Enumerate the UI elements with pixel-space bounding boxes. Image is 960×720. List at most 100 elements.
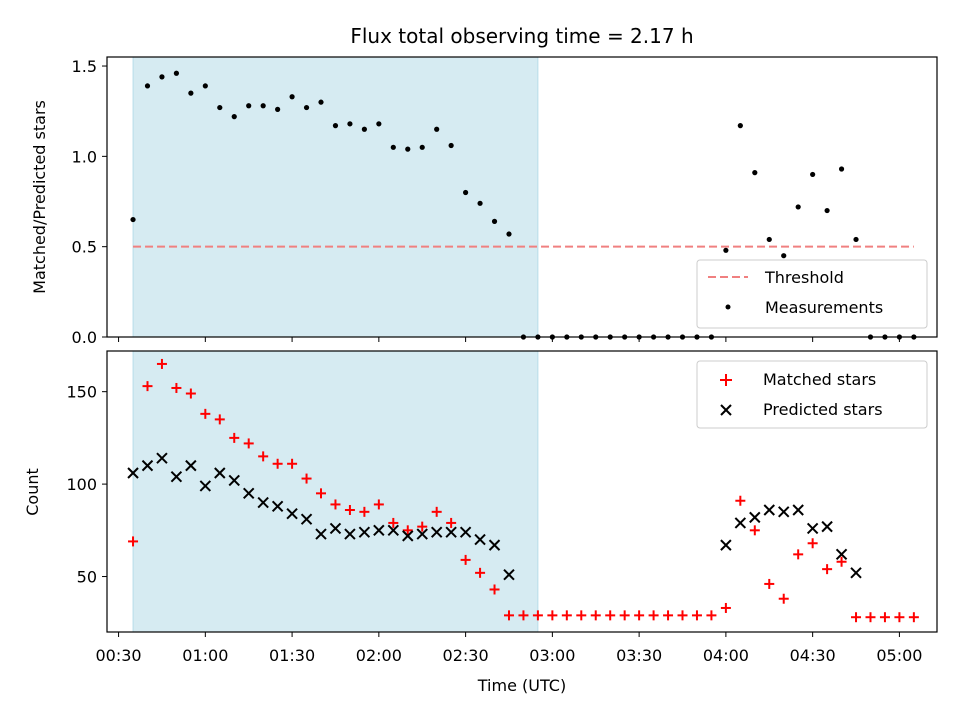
- predicted-star-point: [821, 520, 833, 533]
- predicted-star-point: [228, 474, 240, 487]
- chart-title: Flux total observing time = 2.17 h: [350, 24, 693, 48]
- matched-star-point: [908, 612, 919, 623]
- matched-star-point: [547, 610, 558, 621]
- measurement-point: [405, 146, 411, 152]
- matched-star-point: [518, 610, 529, 621]
- predicted-star-point: [503, 568, 515, 581]
- measurement-point: [260, 103, 266, 109]
- matched-star-point: [417, 521, 428, 532]
- x-tick-label: 00:30: [96, 646, 142, 665]
- measurement-point: [838, 166, 845, 172]
- matched-star-point: [142, 381, 153, 392]
- predicted-star-point: [430, 526, 443, 538]
- measurement-point: [434, 126, 440, 132]
- measurement-point: [130, 216, 136, 223]
- predicted-star-point: [835, 548, 848, 561]
- top-legend-box: [696, 259, 928, 329]
- measurement-point: [318, 99, 324, 105]
- matched-star-point: [156, 358, 167, 369]
- predicted-star-point: [749, 511, 761, 524]
- predicted-star-point: [445, 526, 457, 538]
- predicted-star-point: [402, 530, 414, 542]
- legend-measurements-swatch: [725, 304, 731, 310]
- x-tick-label: 02:00: [356, 646, 402, 665]
- bottom-y-tick-label: 100: [66, 475, 97, 494]
- matched-star-point: [735, 495, 746, 506]
- x-tick-label: 02:30: [443, 646, 489, 665]
- matched-star-point: [691, 610, 702, 621]
- measurement-point: [173, 70, 180, 76]
- bottom-y-tick-label: 50: [77, 568, 97, 587]
- top-panel: 0.0 0.5 1.0 1.5 Matched/Predicted stars Thr…: [30, 56, 938, 347]
- measurement-point: [463, 189, 469, 196]
- matched-star-point: [865, 612, 876, 623]
- predicted-star-point: [141, 459, 154, 472]
- top-y-tick-label: 1.0: [72, 147, 97, 166]
- predicted-star-point: [127, 467, 139, 479]
- measurement-point: [477, 200, 483, 206]
- bottom-legend: Matched stars Predicted stars: [696, 360, 928, 429]
- predicted-star-point: [185, 459, 197, 472]
- matched-star-point: [851, 612, 862, 623]
- predicted-star-point: [459, 526, 472, 538]
- matched-star-point: [720, 602, 731, 613]
- predicted-star-point: [243, 487, 255, 500]
- matched-star-point: [576, 610, 587, 621]
- top-legend: Threshold Measurements: [696, 259, 928, 329]
- measurement-point: [737, 123, 743, 129]
- predicted-star-point: [344, 528, 356, 540]
- matched-star-point: [446, 517, 457, 528]
- predicted-star-point: [329, 522, 342, 535]
- matched-star-point: [185, 388, 196, 399]
- matched-star-point: [301, 473, 312, 484]
- measurement-point: [419, 144, 425, 150]
- matched-star-point: [778, 593, 789, 604]
- matched-star-point: [749, 525, 760, 536]
- predicted-star-point: [257, 496, 269, 509]
- predicted-star-point: [416, 528, 428, 540]
- bottom-axes: 50 100 150 00:30 01:00 01:30 02:00 02:30 03:00 03…: [66, 383, 922, 665]
- bottom-marks: [127, 358, 919, 623]
- measurement-point: [390, 144, 396, 150]
- measurement-point: [723, 247, 729, 253]
- matched-star-point: [489, 584, 500, 595]
- matched-star-point: [836, 556, 847, 567]
- matched-star-point: [561, 610, 572, 621]
- predicted-star-point: [170, 471, 183, 483]
- matched-star-point: [894, 612, 905, 623]
- top-shaded-region: [132, 56, 539, 338]
- measurement-point: [347, 121, 353, 127]
- matched-star-point: [214, 414, 225, 425]
- measurement-point: [376, 121, 382, 127]
- legend-matched-swatch: [720, 374, 732, 386]
- matched-star-point: [316, 488, 327, 499]
- matched-star-point: [648, 610, 659, 621]
- measurement-point: [289, 94, 295, 100]
- matched-star-point: [243, 438, 254, 449]
- legend-predicted-label: Predicted stars: [763, 400, 883, 419]
- matched-star-point: [287, 458, 298, 469]
- x-tick-label: 04:30: [790, 646, 836, 665]
- predicted-star-point: [474, 533, 486, 546]
- legend-measurements-label: Measurements: [765, 298, 883, 317]
- matched-star-point: [807, 538, 818, 549]
- predicted-star-point: [286, 507, 298, 520]
- x-tick-label: 05:00: [876, 646, 922, 665]
- measurement-point: [202, 83, 208, 89]
- matched-star-point: [663, 610, 674, 621]
- measurement-point: [188, 90, 194, 96]
- measurement-point: [144, 83, 151, 89]
- measurement-point: [303, 104, 310, 111]
- matched-star-point: [200, 408, 211, 419]
- predicted-star-point: [778, 506, 790, 518]
- x-tick-label: 03:00: [529, 646, 575, 665]
- bottom-y-axis-label: Count: [23, 468, 42, 516]
- predicted-star-point: [763, 504, 775, 516]
- top-y-tick-label: 1.5: [72, 57, 97, 76]
- predicted-star-point: [806, 522, 819, 535]
- matched-star-point: [460, 554, 471, 565]
- matched-star-point: [605, 610, 616, 621]
- predicted-star-point: [373, 524, 385, 537]
- predicted-star-point: [792, 504, 804, 516]
- measurement-point: [217, 104, 223, 111]
